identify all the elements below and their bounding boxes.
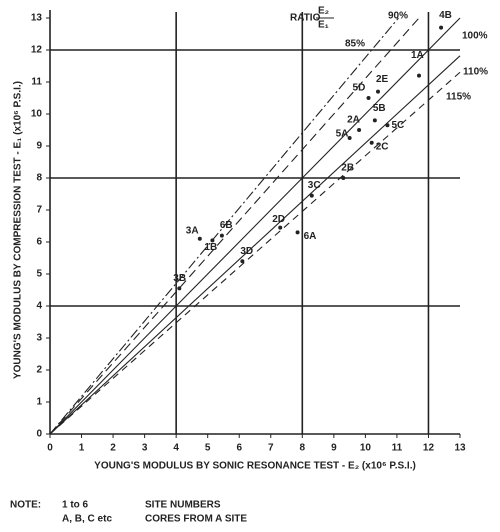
point-label: 3C [308,180,321,191]
point-label: 3A [186,225,199,236]
ratio-label: 100% [462,31,488,42]
y-tick-label: 11 [31,77,42,88]
x-tick-label: 10 [360,443,372,454]
point-label: 5B [373,103,386,114]
point-label: 5D [353,83,366,94]
y-tick-label: 1 [36,397,42,408]
data-point [357,128,362,132]
data-point [369,140,374,145]
ratio-line [49,17,399,435]
data-point [341,176,346,180]
x-tick-label: 6 [236,443,242,454]
data-point [439,25,444,30]
note-key: A, B, C etc [62,514,112,525]
x-tick-label: 1 [79,443,85,454]
ratio-label: 110% [463,67,488,78]
data-point [417,73,421,78]
y-tick-label: 3 [36,333,42,344]
note-heading: NOTE: [10,500,41,511]
point-label: 5A [336,129,349,140]
point-label: 2E [376,74,389,85]
point-label: 5C [391,120,404,131]
ratio-line [49,17,461,435]
y-tick-label: 13 [31,13,43,24]
x-tick-label: 2 [110,443,116,454]
y-tick-label: 8 [36,173,42,184]
x-tick-label: 12 [423,443,435,454]
ratio-title: RATIO [290,13,321,24]
data-point [278,225,283,230]
y-tick-label: 9 [36,141,42,152]
x-tick-label: 3 [142,443,148,454]
data-point [309,193,314,198]
y-tick-label: 5 [36,269,42,280]
ratio-label: 115% [446,92,471,103]
data-point [366,96,371,100]
x-tick-label: 4 [173,443,179,454]
data-point [347,136,352,140]
x-tick-label: 9 [331,443,337,454]
point-label: 2C [376,141,389,152]
point-label: 2D [272,214,285,225]
point-label: 3B [173,273,186,284]
ratio-label: 85% [345,39,365,50]
x-axis-label: YOUNG'S MODULUS BY SONIC RESONANCE TEST … [94,461,416,472]
x-tick-label: 13 [454,443,466,454]
data-point [210,238,215,243]
x-tick-label: 11 [392,443,403,454]
data-point [240,259,245,264]
ratio-denominator: E₁ [318,20,329,31]
data-point [376,89,380,94]
point-label: 6B [220,220,233,231]
point-label: 4B [439,10,452,21]
point-label: 1A [411,50,424,61]
y-tick-label: 6 [36,237,42,248]
note-text: SITE NUMBERS [145,500,221,511]
data-point [219,233,224,238]
point-label: 1B [204,242,217,253]
y-tick-label: 2 [36,365,42,376]
ratio-numerator: E₂ [318,6,329,17]
data-point [177,286,182,291]
point-label: 2A [347,115,360,126]
point-label: 3D [240,246,253,257]
data-point [372,118,377,123]
y-tick-label: 0 [36,429,42,440]
x-tick-label: 8 [300,443,306,454]
x-tick-label: 0 [47,443,53,454]
data-point [197,236,202,241]
note-text: CORES FROM A SITE [145,514,247,525]
ratio-label: 90% [388,11,408,22]
data-point [295,230,300,235]
x-tick-label: 7 [268,443,274,454]
note-key: 1 to 6 [62,500,89,511]
point-label: 6A [304,231,317,242]
data-point [385,123,390,128]
y-tick-label: 12 [31,45,43,56]
y-tick-label: 4 [36,301,42,312]
y-axis-label: YOUNG'S MODULUS BY COMPRESSION TEST - E₁… [13,81,24,379]
ratio-line [49,55,461,435]
x-tick-label: 5 [205,443,211,454]
point-label: 2B [341,163,354,174]
y-tick-label: 7 [36,205,42,216]
y-tick-label: 10 [31,109,43,120]
ratio-line [49,17,420,435]
